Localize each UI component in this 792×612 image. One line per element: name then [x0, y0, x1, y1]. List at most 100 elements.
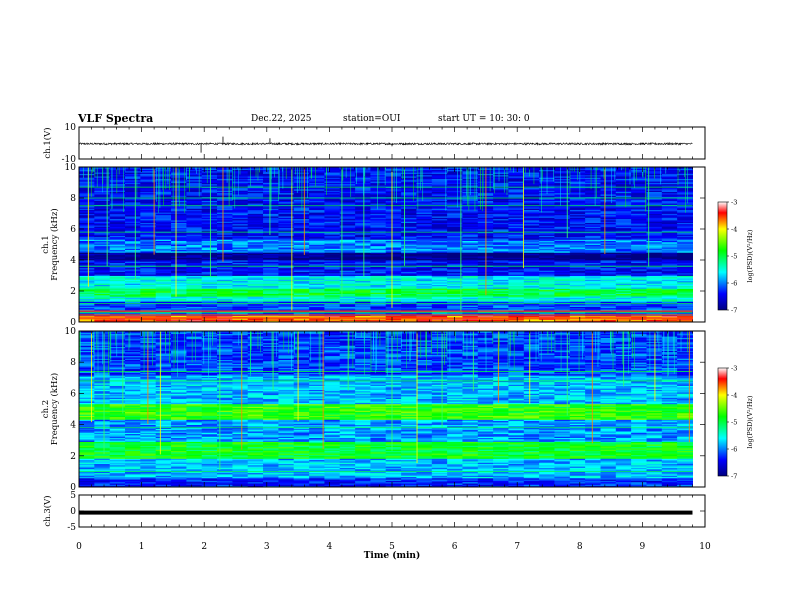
- ch1-spec-cell: [355, 185, 371, 187]
- ch1-spec-cell: [554, 174, 571, 177]
- ch1-spec-cell: [201, 207, 218, 209]
- ch1-spec-cell: [370, 298, 387, 301]
- ch1-spec-cell: [339, 297, 356, 300]
- ch1-spec-cell: [523, 207, 540, 209]
- ch1-spec-cell: [385, 276, 402, 279]
- ch1-spec-cell: [416, 187, 433, 190]
- ch1-spec-cell: [631, 318, 647, 320]
- ch1-spec-cell: [385, 247, 402, 249]
- ch1-spec-cell: [646, 291, 663, 293]
- ch1-spec-cell: [631, 263, 647, 266]
- ch1-spec-cell: [447, 313, 463, 315]
- ch1-spec-cell: [631, 183, 647, 186]
- ch1-spec-cell: [155, 221, 172, 223]
- ch1-spec-cell: [278, 187, 295, 190]
- ch1-spec-cell: [278, 306, 295, 309]
- ch1-spec-cell: [293, 283, 310, 285]
- ch1-spec-cell: [309, 217, 325, 220]
- ch1-spec-cell: [631, 266, 647, 269]
- ch1-spec-cell: [462, 196, 479, 199]
- ch1-spec-cell: [370, 230, 387, 232]
- ch1-spec-cell: [171, 198, 187, 200]
- ch1-spec-cell: [171, 176, 187, 178]
- ch1-spec-cell: [339, 260, 356, 262]
- ch1-spec-cell: [247, 284, 264, 287]
- ch1-spec-cell: [401, 205, 417, 208]
- ch1-spec-cell: [615, 235, 632, 238]
- ch1-spec-cell: [585, 189, 601, 191]
- ch1-spec-cell: [201, 194, 218, 196]
- ch1-spec-cell: [79, 201, 95, 204]
- ch1-spec-cell: [447, 315, 463, 318]
- ch1-spec-cell: [600, 263, 617, 266]
- ch1-spec-cell: [217, 293, 233, 296]
- ch1-spec-cell: [523, 199, 540, 201]
- ch1-spec-cell: [554, 227, 571, 230]
- ch1-spec-cell: [232, 292, 249, 294]
- ch1-spec-cell: [646, 178, 663, 181]
- ch1-spec-cell: [493, 318, 509, 320]
- ch1-spec-cell: [539, 291, 555, 293]
- ch1-spec-cell: [554, 247, 571, 249]
- ch1-spec-cell: [615, 294, 632, 297]
- ch1-spec-cell: [355, 289, 371, 292]
- ch1-spec-cell: [401, 230, 417, 232]
- ch1-spec-cell: [201, 214, 218, 217]
- ch1-spec-cell: [94, 289, 111, 292]
- ch1-spec-cell: [615, 201, 632, 204]
- ch1-spec-cell: [401, 319, 417, 322]
- ch1-spec-cell: [554, 221, 571, 223]
- ch1-spec-cell: [585, 276, 601, 279]
- ch1-spec-cell: [523, 284, 540, 287]
- ch1-spec-cell: [155, 167, 172, 169]
- ch1-spec-cell: [125, 238, 141, 240]
- ch1-spec-cell: [462, 298, 479, 301]
- ch1-spec-cell: [109, 238, 126, 240]
- ch1-spec-cell: [370, 240, 387, 243]
- ch1-spec-cell: [79, 199, 95, 201]
- ch1-spec-cell: [385, 309, 402, 311]
- ch1-spec-cell: [416, 278, 433, 280]
- ch1-spec-cell: [462, 245, 479, 248]
- ch1-spec-cell: [109, 172, 126, 174]
- ch1-spec-cell: [631, 244, 647, 247]
- ch1-spec-cell: [293, 319, 310, 322]
- ch1-spec-cell: [523, 179, 540, 182]
- ch1-spec-cell: [293, 212, 310, 214]
- ch1-spec-cell: [355, 313, 371, 315]
- ch1-spec-cell: [79, 240, 95, 243]
- ch1-spec-cell: [661, 208, 678, 210]
- ch1-spec-cell: [493, 248, 509, 251]
- ch1-spec-cell: [462, 293, 479, 296]
- ch1-spec-cell: [278, 220, 295, 222]
- ch1-spec-cell: [661, 276, 678, 279]
- ch1-spec-cell: [171, 288, 187, 291]
- ch1-spec-cell: [217, 309, 233, 311]
- ch1-spec-cell: [416, 234, 433, 236]
- ch1-spec-cell: [508, 293, 525, 296]
- ch1-spec-cell: [462, 198, 479, 200]
- ch1-spec-cell: [109, 249, 126, 252]
- ch1-spec-cell: [186, 298, 203, 301]
- ch1-spec-cell: [600, 216, 617, 218]
- ch1-spec-cell: [201, 201, 218, 204]
- ch1-spec-cell: [247, 294, 264, 297]
- ch1-spec-cell: [79, 216, 95, 218]
- ch1-spec-cell: [615, 306, 632, 309]
- ch1-spec-cell: [309, 301, 325, 303]
- ch1-spec-cell: [79, 227, 95, 230]
- ch1-spec-cell: [155, 253, 172, 256]
- ch1-spec-cell: [416, 195, 433, 198]
- ch1-spec-cell: [431, 282, 448, 284]
- ch1-spec-cell: [217, 190, 233, 192]
- ch1-spec-cell: [585, 245, 601, 248]
- ch1-spec-cell: [232, 196, 249, 199]
- ch1-spec-cell: [416, 176, 433, 178]
- ch1-spec-cell: [615, 189, 632, 191]
- ch1-spec-cell: [355, 240, 371, 243]
- ch1-spec-cell: [431, 303, 448, 306]
- ch1-spec-cell: [401, 315, 417, 318]
- ch1-spec-cell: [569, 278, 586, 280]
- ch1-spec-cell: [631, 169, 647, 172]
- ch1-spec-cell: [263, 230, 279, 232]
